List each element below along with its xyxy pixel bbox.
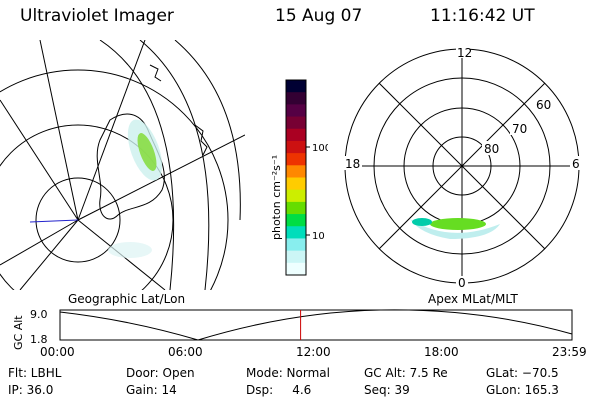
color-scale-swatch [286, 177, 306, 191]
gain-status: Gain: 14 [126, 383, 177, 397]
polar-label-0: 0 [458, 276, 466, 289]
y-tick-9: 9.0 [30, 308, 48, 321]
filter-status: Flt: LBHL [8, 366, 62, 380]
reference-line [29, 219, 79, 223]
color-scale-swatch [286, 104, 306, 118]
polar-ring-label-60: 60 [536, 98, 551, 112]
color-scale-swatch [286, 226, 306, 239]
ip-status: IP: 36.0 [8, 383, 54, 397]
mode-status: Mode: Normal [246, 366, 330, 380]
glat-status: GLat: −70.5 [486, 366, 559, 380]
color-scale-swatch [286, 116, 306, 130]
polar-label-12: 12 [457, 46, 472, 60]
polar-ring-label-70: 70 [512, 122, 527, 136]
color-scale-swatch [286, 165, 306, 178]
x-tick-0000: 00:00 [40, 345, 75, 359]
y-tick-1-8: 1.8 [30, 333, 48, 346]
instrument-title: Ultraviolet Imager [20, 6, 174, 26]
color-scale-swatch [286, 214, 306, 227]
island-coast-2 [149, 64, 162, 82]
timeline-frame [59, 309, 573, 341]
color-scale-swatch [286, 153, 306, 166]
time-label: 11:16:42 UT [430, 6, 535, 26]
gc-alt-axis-title: GC Alt [12, 315, 25, 350]
glon-status: GLon: 165.3 [486, 383, 559, 397]
x-tick-0600: 06:00 [168, 345, 203, 359]
color-scale: photon cm⁻²s⁻¹ 100 10 [270, 79, 328, 276]
color-scale-swatch [286, 92, 306, 105]
color-scale-swatch [286, 238, 306, 252]
aurora-oval [410, 218, 500, 239]
geographic-label: Geographic Lat/Lon [68, 292, 186, 306]
altitude-timeline: GC Alt 9.0 1.8 [12, 308, 573, 350]
door-status: Door: Open [126, 366, 195, 380]
colorbar-tick-10: 10 [312, 231, 325, 242]
color-scale-swatch [286, 80, 306, 93]
date-label: 15 Aug 07 [275, 6, 363, 26]
color-scale-swatch [286, 128, 306, 142]
color-scale-swatch [286, 189, 306, 203]
latitude-circles [0, 69, 229, 290]
color-scale-swatch [286, 201, 306, 215]
colorbar-unit-label: photon cm⁻²s⁻¹ [270, 155, 283, 240]
color-scale-swatch [286, 262, 306, 276]
island-coast [194, 124, 208, 156]
color-scale-swatch [286, 140, 306, 154]
aurora-emission [108, 119, 163, 258]
x-tick-2359: 23:59 [552, 345, 587, 359]
color-scale-bar [286, 80, 306, 276]
gc-alt-status: GC Alt: 7.5 Re [364, 366, 448, 380]
colorbar-tick-100: 100 [312, 143, 328, 154]
dsp-status: Dsp: 4.6 [246, 383, 312, 397]
altitude-curve [59, 309, 573, 341]
polar-ring-label-80: 80 [484, 142, 499, 156]
x-tick-1200: 12:00 [296, 345, 331, 359]
polar-label-18: 18 [345, 157, 360, 171]
seq-status: Seq: 39 [364, 383, 410, 397]
apex-label: Apex MLat/MLT [428, 292, 518, 306]
polar-plot: 12 0 18 6 60 70 80 [344, 46, 582, 289]
polar-label-6: 6 [572, 157, 580, 171]
geographic-map [0, 40, 245, 290]
x-tick-1800: 18:00 [424, 345, 459, 359]
color-scale-swatch [286, 250, 306, 264]
magnetic-grid-arcs [99, 40, 241, 290]
longitude-lines [0, 40, 245, 290]
